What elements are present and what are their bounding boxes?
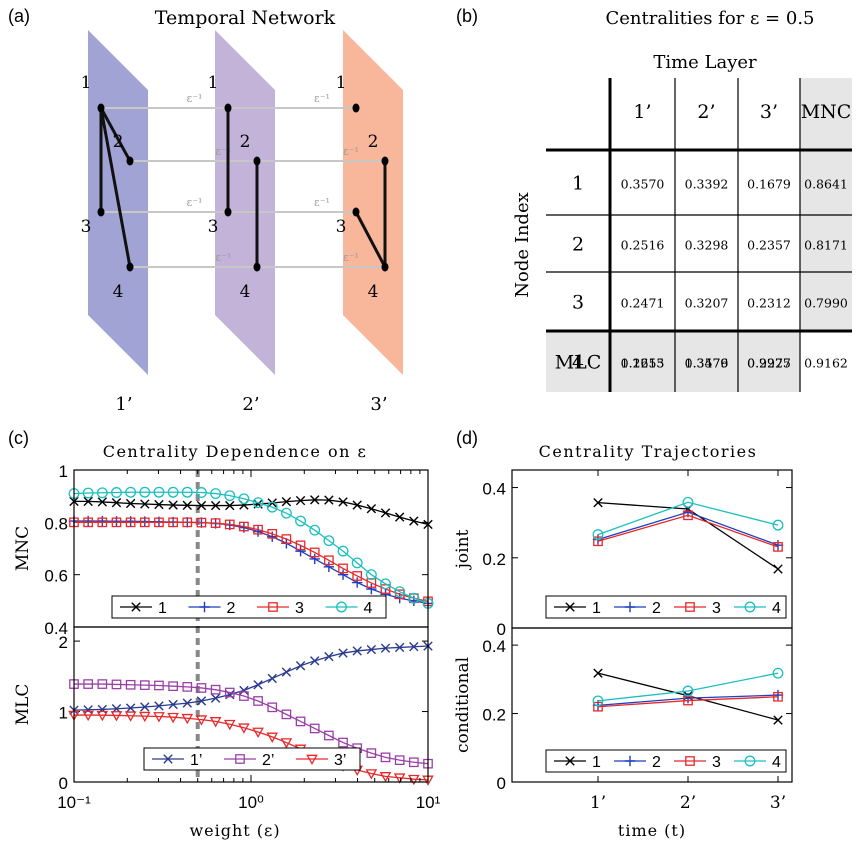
- y-tick-label: 0: [497, 774, 506, 793]
- x-tick-label: 10¹: [416, 793, 441, 812]
- y-axis-label: conditional: [453, 657, 473, 753]
- y-tick-label: 0.6: [44, 567, 68, 586]
- data-point: [311, 657, 319, 665]
- legend-label: 3: [712, 600, 721, 617]
- legend-label: 2’: [262, 752, 274, 769]
- y-tick-label: 1: [59, 704, 68, 723]
- legend-label: 4: [772, 600, 781, 617]
- y-axis-label: joint: [453, 529, 473, 570]
- y-tick-label: 0.8: [44, 514, 68, 533]
- data-point: [325, 652, 333, 660]
- x-tick-label: 1’: [590, 793, 606, 813]
- legend-label: 1: [592, 600, 601, 617]
- x-tick-label: 10⁻¹: [57, 793, 91, 812]
- series-line-2: [74, 521, 428, 603]
- y-tick-label: 0: [59, 774, 68, 793]
- x-tick-label: 3’: [770, 793, 786, 813]
- legend-label: 3: [712, 754, 721, 771]
- y-tick-label: 0.2: [482, 706, 506, 725]
- x-tick-label: 10⁰: [238, 793, 264, 812]
- data-point: [594, 669, 602, 677]
- chart-d-xlabel: time (t): [618, 821, 686, 840]
- data-point: [381, 509, 389, 517]
- data-point: [268, 674, 276, 682]
- legend-label: 1: [158, 600, 167, 617]
- chart-d-title: Centrality Trajectories: [539, 442, 758, 461]
- data-point: [282, 668, 290, 676]
- y-tick-label: 0.4: [482, 480, 506, 499]
- y-tick-label: 0.2: [482, 550, 506, 569]
- y-axis-label: MLC: [13, 684, 33, 726]
- data-point: [774, 565, 782, 573]
- chart-c-xlabel: weight (ε): [189, 821, 280, 840]
- series-line-1’: [74, 646, 428, 710]
- data-point: [395, 513, 403, 521]
- data-point: [240, 686, 248, 694]
- legend-label: 3’: [334, 752, 346, 769]
- chart-c-title: Centrality Dependence on ε: [103, 442, 368, 461]
- legend-label: 4: [364, 600, 373, 617]
- data-point: [410, 517, 418, 525]
- y-axis-label: MNC: [13, 526, 33, 571]
- legend-label: 2: [652, 600, 661, 617]
- legend-label: 2: [652, 754, 661, 771]
- data-point: [367, 505, 375, 513]
- data-point: [254, 681, 262, 689]
- legend-label: 2: [227, 600, 236, 617]
- data-point: [774, 716, 782, 724]
- x-tick-label: 2’: [680, 793, 696, 813]
- legend-label: 3: [295, 600, 304, 617]
- legend-label: 4: [772, 754, 781, 771]
- data-point: [296, 662, 304, 670]
- y-tick-label: 0.4: [482, 637, 506, 656]
- y-tick-label: 1: [59, 462, 68, 481]
- legend-label: 1: [592, 754, 601, 771]
- y-tick-label: 2: [59, 633, 68, 652]
- legend-label: 1’: [190, 752, 202, 769]
